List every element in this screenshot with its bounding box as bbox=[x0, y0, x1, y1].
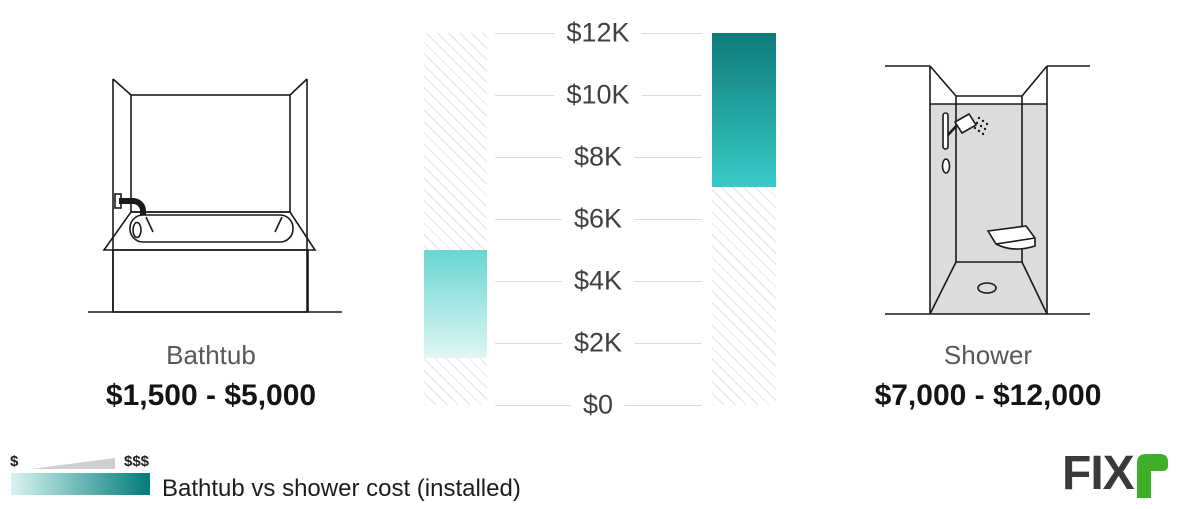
bathtub-faucet-icon bbox=[114, 193, 146, 215]
cost-wedge-icon bbox=[31, 458, 115, 469]
fixr-logo-text: FIX bbox=[1062, 447, 1135, 500]
bathtub-illustration bbox=[88, 78, 342, 313]
shower-drain-icon bbox=[977, 282, 997, 294]
bathtub-drain-icon bbox=[132, 221, 142, 239]
shower-label: Shower bbox=[943, 340, 1033, 370]
shower-knob-icon bbox=[941, 158, 951, 174]
shower-seat-icon bbox=[986, 225, 1036, 250]
y-tick-label: $12K bbox=[554, 17, 642, 49]
bathtub-range-bar bbox=[424, 250, 487, 358]
y-tick-label: $2K bbox=[561, 327, 635, 359]
y-tick-label: $0 bbox=[570, 389, 626, 421]
fixr-logo: FIX bbox=[1062, 447, 1168, 500]
legend-low-label: $ bbox=[10, 453, 19, 470]
fixr-logo-r-icon bbox=[1136, 454, 1168, 498]
legend-high-label: $$$ bbox=[124, 453, 150, 470]
cost-gradient-scale bbox=[11, 473, 150, 495]
shower-range-bar bbox=[712, 33, 776, 187]
shower-caption: Shower $7,000 - $12,000 bbox=[862, 340, 1114, 413]
bathtub-price-range: $1,500 - $5,000 bbox=[105, 379, 317, 412]
shower-illustration bbox=[885, 65, 1090, 315]
shower-head-icon bbox=[942, 112, 989, 150]
chart-title: Bathtub vs shower cost (installed) bbox=[162, 475, 521, 502]
y-tick-label: $8K bbox=[561, 141, 635, 173]
y-tick-label: $6K bbox=[561, 203, 635, 235]
shower-price-range: $7,000 - $12,000 bbox=[874, 379, 1102, 412]
y-tick-label: $4K bbox=[561, 265, 635, 297]
bathtub-label: Bathtub bbox=[166, 340, 256, 370]
bathtub-caption: Bathtub $1,500 - $5,000 bbox=[86, 340, 336, 413]
y-tick-label: $10K bbox=[554, 79, 642, 111]
